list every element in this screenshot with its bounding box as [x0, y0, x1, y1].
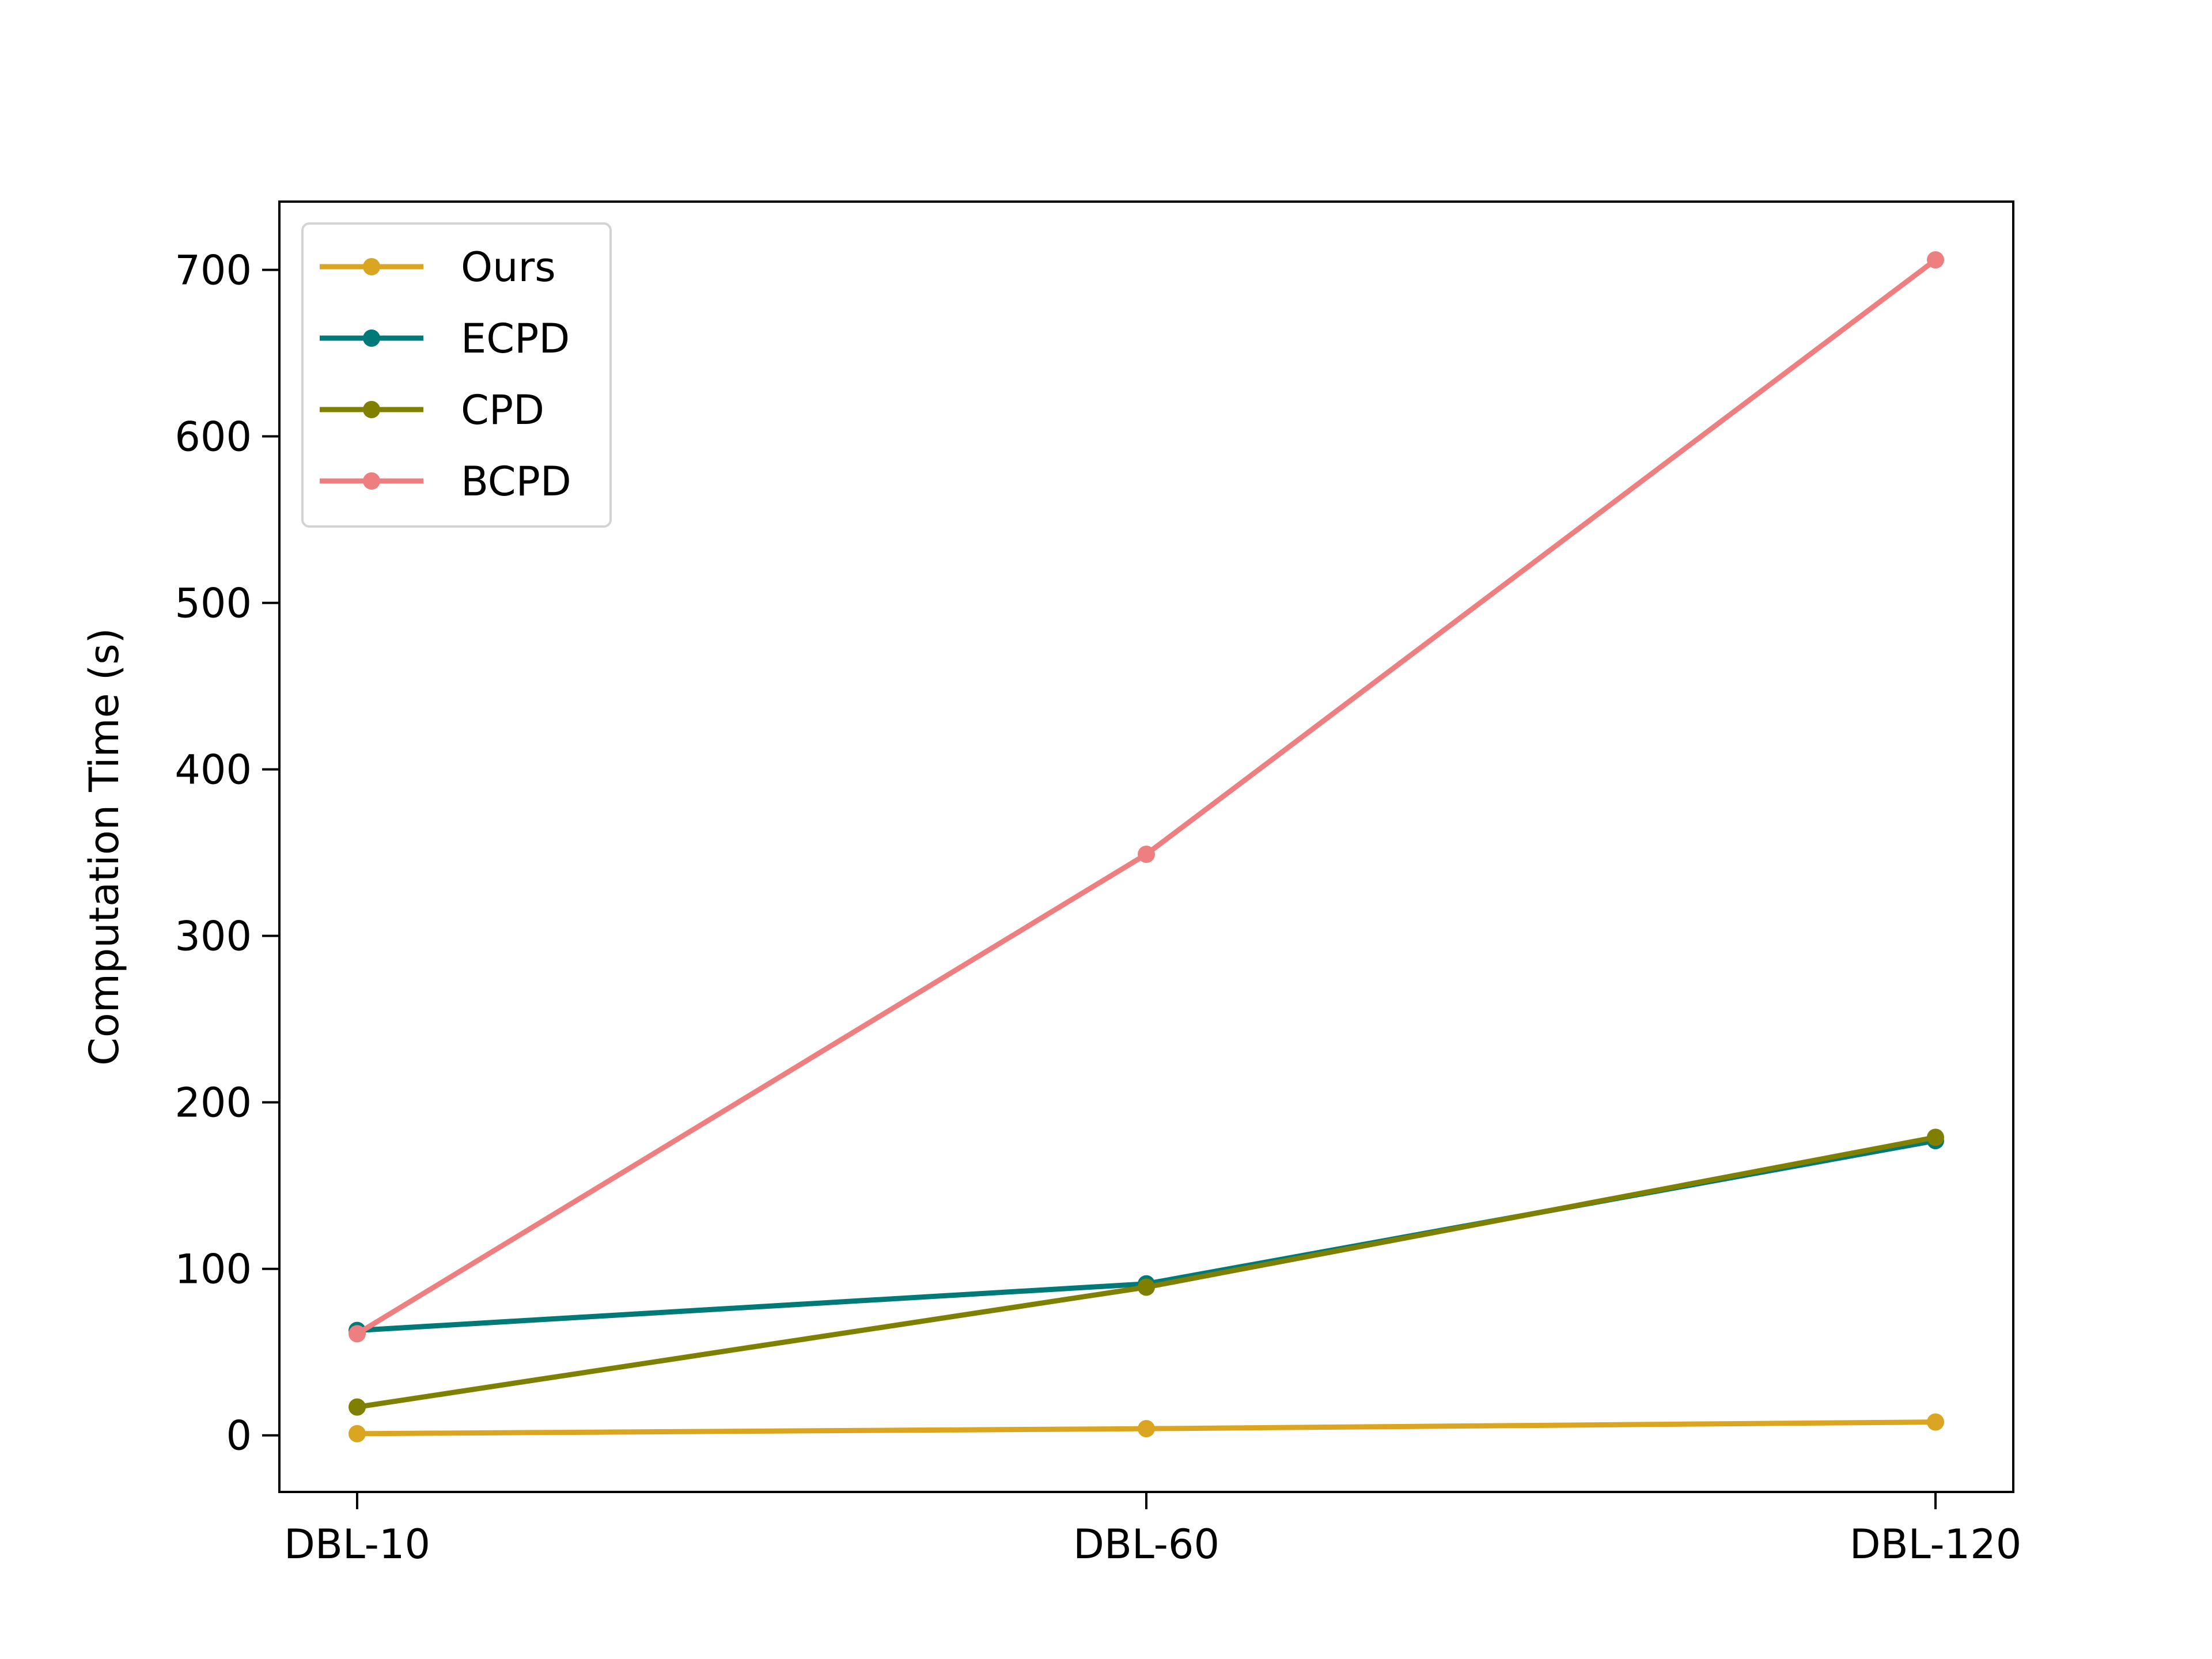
data-point-bcpd	[1138, 846, 1155, 863]
y-axis-label: Computation Time (s)	[81, 628, 128, 1066]
x-axis: DBL-10 DBL-60 DBL-120	[284, 1492, 2021, 1568]
y-tick-label: 300	[175, 913, 252, 960]
data-point-ours	[349, 1425, 366, 1442]
y-tick-label: 200	[175, 1080, 252, 1127]
x-tick-label: DBL-10	[284, 1521, 430, 1568]
y-tick-label: 600	[175, 414, 252, 461]
legend-marker-ecpd	[363, 329, 380, 347]
y-tick-label: 400	[175, 747, 252, 794]
legend-marker-ours	[363, 258, 380, 275]
y-tick-label: 500	[175, 580, 252, 627]
legend-marker-cpd	[363, 401, 380, 418]
legend: Ours ECPD CPD BCPD	[301, 222, 612, 528]
data-point-ours	[1927, 1413, 1944, 1431]
data-point-bcpd	[1927, 251, 1944, 269]
data-point-cpd	[1138, 1278, 1155, 1296]
series-layer	[349, 251, 1944, 1442]
x-tick-label: DBL-120	[1850, 1521, 2022, 1568]
y-tick-label: 700	[175, 247, 252, 294]
legend-marker-bcpd	[363, 472, 380, 490]
data-point-bcpd	[349, 1325, 366, 1343]
x-tick-label: DBL-60	[1073, 1521, 1219, 1568]
y-axis: 0 100 200 300 400 500 600 700	[175, 247, 279, 1460]
data-point-cpd	[1927, 1128, 1944, 1146]
legend-label-ecpd: ECPD	[461, 315, 570, 362]
data-point-ours	[1138, 1420, 1155, 1438]
legend-label-ours: Ours	[461, 244, 556, 291]
data-point-cpd	[349, 1398, 366, 1416]
legend-label-cpd: CPD	[461, 387, 544, 434]
legend-label-bcpd: BCPD	[461, 458, 571, 505]
y-tick-label: 0	[226, 1412, 252, 1460]
y-tick-label: 100	[175, 1246, 252, 1293]
legend-box	[301, 222, 612, 528]
